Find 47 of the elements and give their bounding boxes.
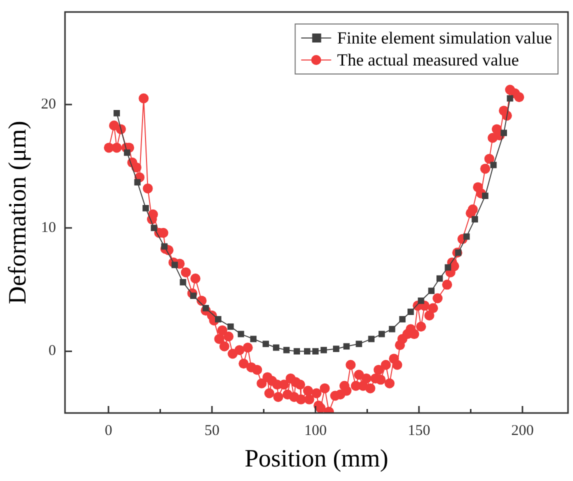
point [399,316,406,322]
x-tick-label: 100 [304,422,327,439]
point [436,275,443,282]
point [332,346,340,352]
x-tick-label: 200 [511,422,534,439]
x-tick-label: 50 [204,422,220,439]
x-tick-label: 150 [408,422,430,439]
point [500,130,508,136]
point [272,344,280,351]
legend-label: The actual measured value [337,50,519,70]
x-tick-label: 0 [104,422,112,439]
point [388,326,396,332]
point [134,179,141,186]
legend-label: Finite element simulation value [337,28,552,48]
point [368,336,375,342]
point [463,233,470,240]
point [482,192,488,200]
point [262,340,269,348]
point [304,348,310,354]
point [150,224,158,232]
point [250,336,257,342]
point [378,330,385,338]
point [227,323,234,330]
point [356,340,362,348]
point [214,316,222,322]
point [428,288,435,294]
point [294,348,300,354]
point [418,298,424,304]
point [114,110,120,116]
point [444,264,452,271]
point [343,343,350,350]
point [172,262,178,268]
point [506,95,514,102]
point [472,216,478,222]
point [124,149,130,156]
point [161,243,168,250]
y-tick-label: 0 [48,343,56,360]
point [408,308,414,316]
point [312,348,319,354]
x-axis-title: Position (mm) [244,446,388,473]
y-axis-title: Deformation (μm) [4,120,32,304]
point [320,346,327,354]
point [180,279,186,286]
point [283,346,290,354]
y-tick-label: 10 [41,220,56,236]
y-tick-label: 20 [41,96,56,112]
point [142,205,149,212]
